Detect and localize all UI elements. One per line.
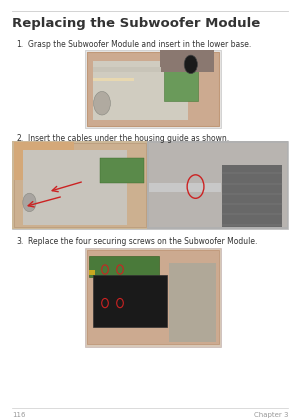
Bar [12, 141, 147, 229]
Circle shape [23, 193, 36, 212]
Bar [149, 143, 287, 227]
Text: 116: 116 [12, 412, 26, 418]
Text: 1.: 1. [16, 40, 24, 49]
Bar [89, 270, 94, 276]
Bar [87, 52, 219, 126]
Bar [85, 50, 220, 128]
Bar [14, 142, 74, 180]
Bar [169, 263, 217, 342]
Bar [149, 183, 220, 192]
Text: 2.: 2. [16, 134, 24, 143]
Bar [22, 150, 128, 225]
Bar [12, 141, 288, 229]
Bar [85, 248, 220, 346]
Text: Chapter 3: Chapter 3 [254, 412, 288, 418]
Bar [14, 143, 146, 227]
Text: 3.: 3. [16, 237, 24, 246]
Bar [88, 256, 159, 278]
Circle shape [184, 55, 197, 74]
Circle shape [94, 92, 110, 115]
Bar [222, 165, 283, 227]
Bar [87, 52, 219, 126]
Text: Insert the cables under the housing guide as shown.: Insert the cables under the housing guid… [28, 134, 230, 143]
Bar [100, 158, 145, 183]
Bar [147, 141, 288, 229]
Bar [93, 276, 167, 327]
Bar [87, 250, 219, 344]
Text: Grasp the Subwoofer Module and insert in the lower base.: Grasp the Subwoofer Module and insert in… [28, 40, 252, 49]
Bar [87, 250, 219, 344]
Bar [93, 79, 134, 81]
Bar [93, 68, 160, 72]
Text: Replace the four securing screws on the Subwoofer Module.: Replace the four securing screws on the … [28, 237, 258, 246]
Bar [164, 66, 198, 101]
Bar [93, 61, 188, 120]
Text: Replacing the Subwoofer Module: Replacing the Subwoofer Module [12, 17, 260, 30]
Bar [160, 50, 214, 72]
